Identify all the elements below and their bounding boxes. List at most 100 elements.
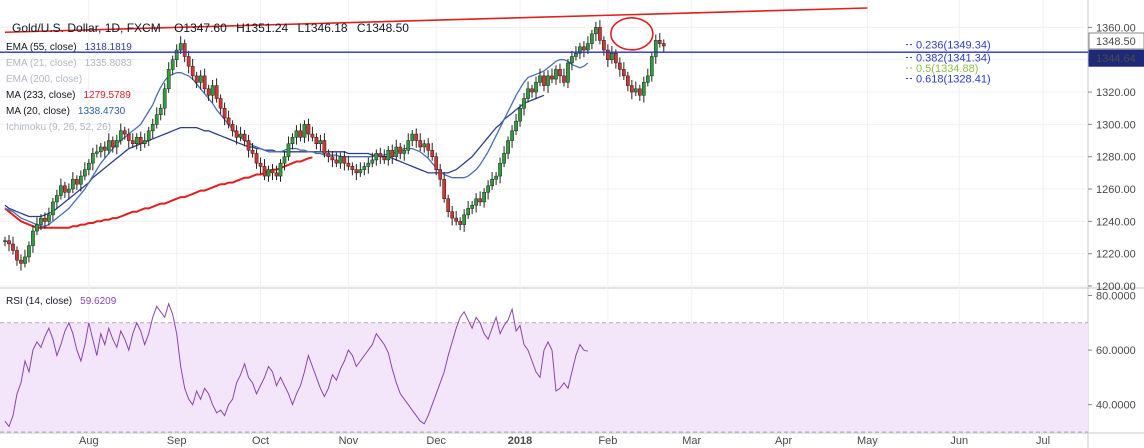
candle [334,152,339,168]
candle [586,36,590,55]
candle [274,165,279,181]
candle [51,197,55,221]
indicator-name: EMA (21, close) [6,58,77,69]
rsi-pane: RSI (14, close) 59.6209 [0,296,1088,433]
candle [574,45,578,61]
candle [657,33,662,48]
candle [294,125,299,145]
symbol-title: Gold/U.S. Dollar, 1D, FXCM [12,21,161,35]
candle [170,55,175,76]
candle [422,139,427,153]
candle [538,68,542,87]
highlight-circle[interactable] [610,17,654,51]
candle [55,189,59,210]
candle [23,249,27,268]
candle [174,44,179,67]
candle [458,217,463,231]
indicator-legend-item[interactable]: EMA (200, close) [6,74,82,85]
candle [430,142,435,161]
indicator-legend-item[interactable]: MA (20, close) 1338.4730 [6,106,126,117]
candle [254,149,259,169]
candle [39,214,43,231]
candle [146,126,151,147]
candle [362,162,367,176]
candle [67,183,71,200]
candle [402,144,407,161]
candle [414,128,419,148]
candle [7,235,11,252]
candle [230,120,235,137]
price-badge-label: 1344.64 [1096,53,1136,65]
candle [578,42,582,59]
rsi-tick-label: 80.0000 [1096,290,1136,302]
candle [302,120,307,143]
candle [594,21,598,42]
time-tick-label: Dec [426,435,446,447]
indicator-legend-item[interactable]: EMA (55, close) 1318.1819 [6,42,132,53]
candle [478,191,482,206]
indicator-legend-item[interactable]: Ichimoku (9, 26, 52, 26) [6,122,111,133]
resistance-trendline[interactable] [4,7,868,34]
time-tick-label: 2018 [508,435,532,447]
indicator-value: 1338.4730 [78,106,126,117]
candle [322,133,327,158]
time-tick-label: Sep [167,435,187,447]
candle [27,241,31,263]
candle [522,92,526,116]
candle [398,142,403,160]
candle [358,162,363,177]
indicator-legend-item[interactable]: MA (233, close) 1279.5789 [6,90,131,101]
candle [562,68,566,87]
candle [134,133,139,150]
price-axis[interactable]: 1360.001340.001320.001300.001280.001260.… [79,22,1144,447]
candle [286,136,291,161]
price-badge: 1344.64 [1088,49,1144,67]
indicator-legend-item[interactable]: EMA (21, close) 1335.8083 [6,58,132,69]
candle [310,126,315,142]
candle [625,71,630,92]
candle [342,151,347,171]
candle [514,113,518,135]
indicator-lines [4,59,589,229]
candle [250,142,255,158]
candle [35,217,39,236]
candle [590,29,594,50]
candle [618,57,622,77]
candle [661,39,666,52]
candle [622,62,626,80]
candle [637,84,642,101]
rsi-tick-label: 40.0000 [1096,400,1136,412]
ohlc-high: H1351.24 [236,21,288,35]
candle [506,136,510,160]
candle [71,172,75,194]
candle [566,58,570,89]
candle [278,159,283,182]
candle [534,76,538,100]
candle [653,34,658,64]
candle [31,225,35,253]
candle [390,144,395,164]
price-tick-label: 1360.00 [1096,22,1136,34]
candle [450,205,455,226]
fib-label: 0.382(1341.34) [916,53,991,65]
candle [210,79,215,103]
candle [482,188,486,208]
candle [570,50,574,71]
candle [606,44,610,67]
candle [629,79,634,100]
candle [370,152,375,168]
candle [542,71,546,92]
candle [318,134,323,152]
candle [75,175,79,190]
candle [130,133,135,148]
candle [502,146,506,168]
candle [406,133,411,155]
candle [442,172,447,203]
candle [326,149,331,163]
candle [106,133,111,155]
rsi-name: RSI (14, close) [6,296,72,307]
candle [218,94,223,114]
time-tick-label: Oct [252,435,269,447]
candle [3,236,7,247]
